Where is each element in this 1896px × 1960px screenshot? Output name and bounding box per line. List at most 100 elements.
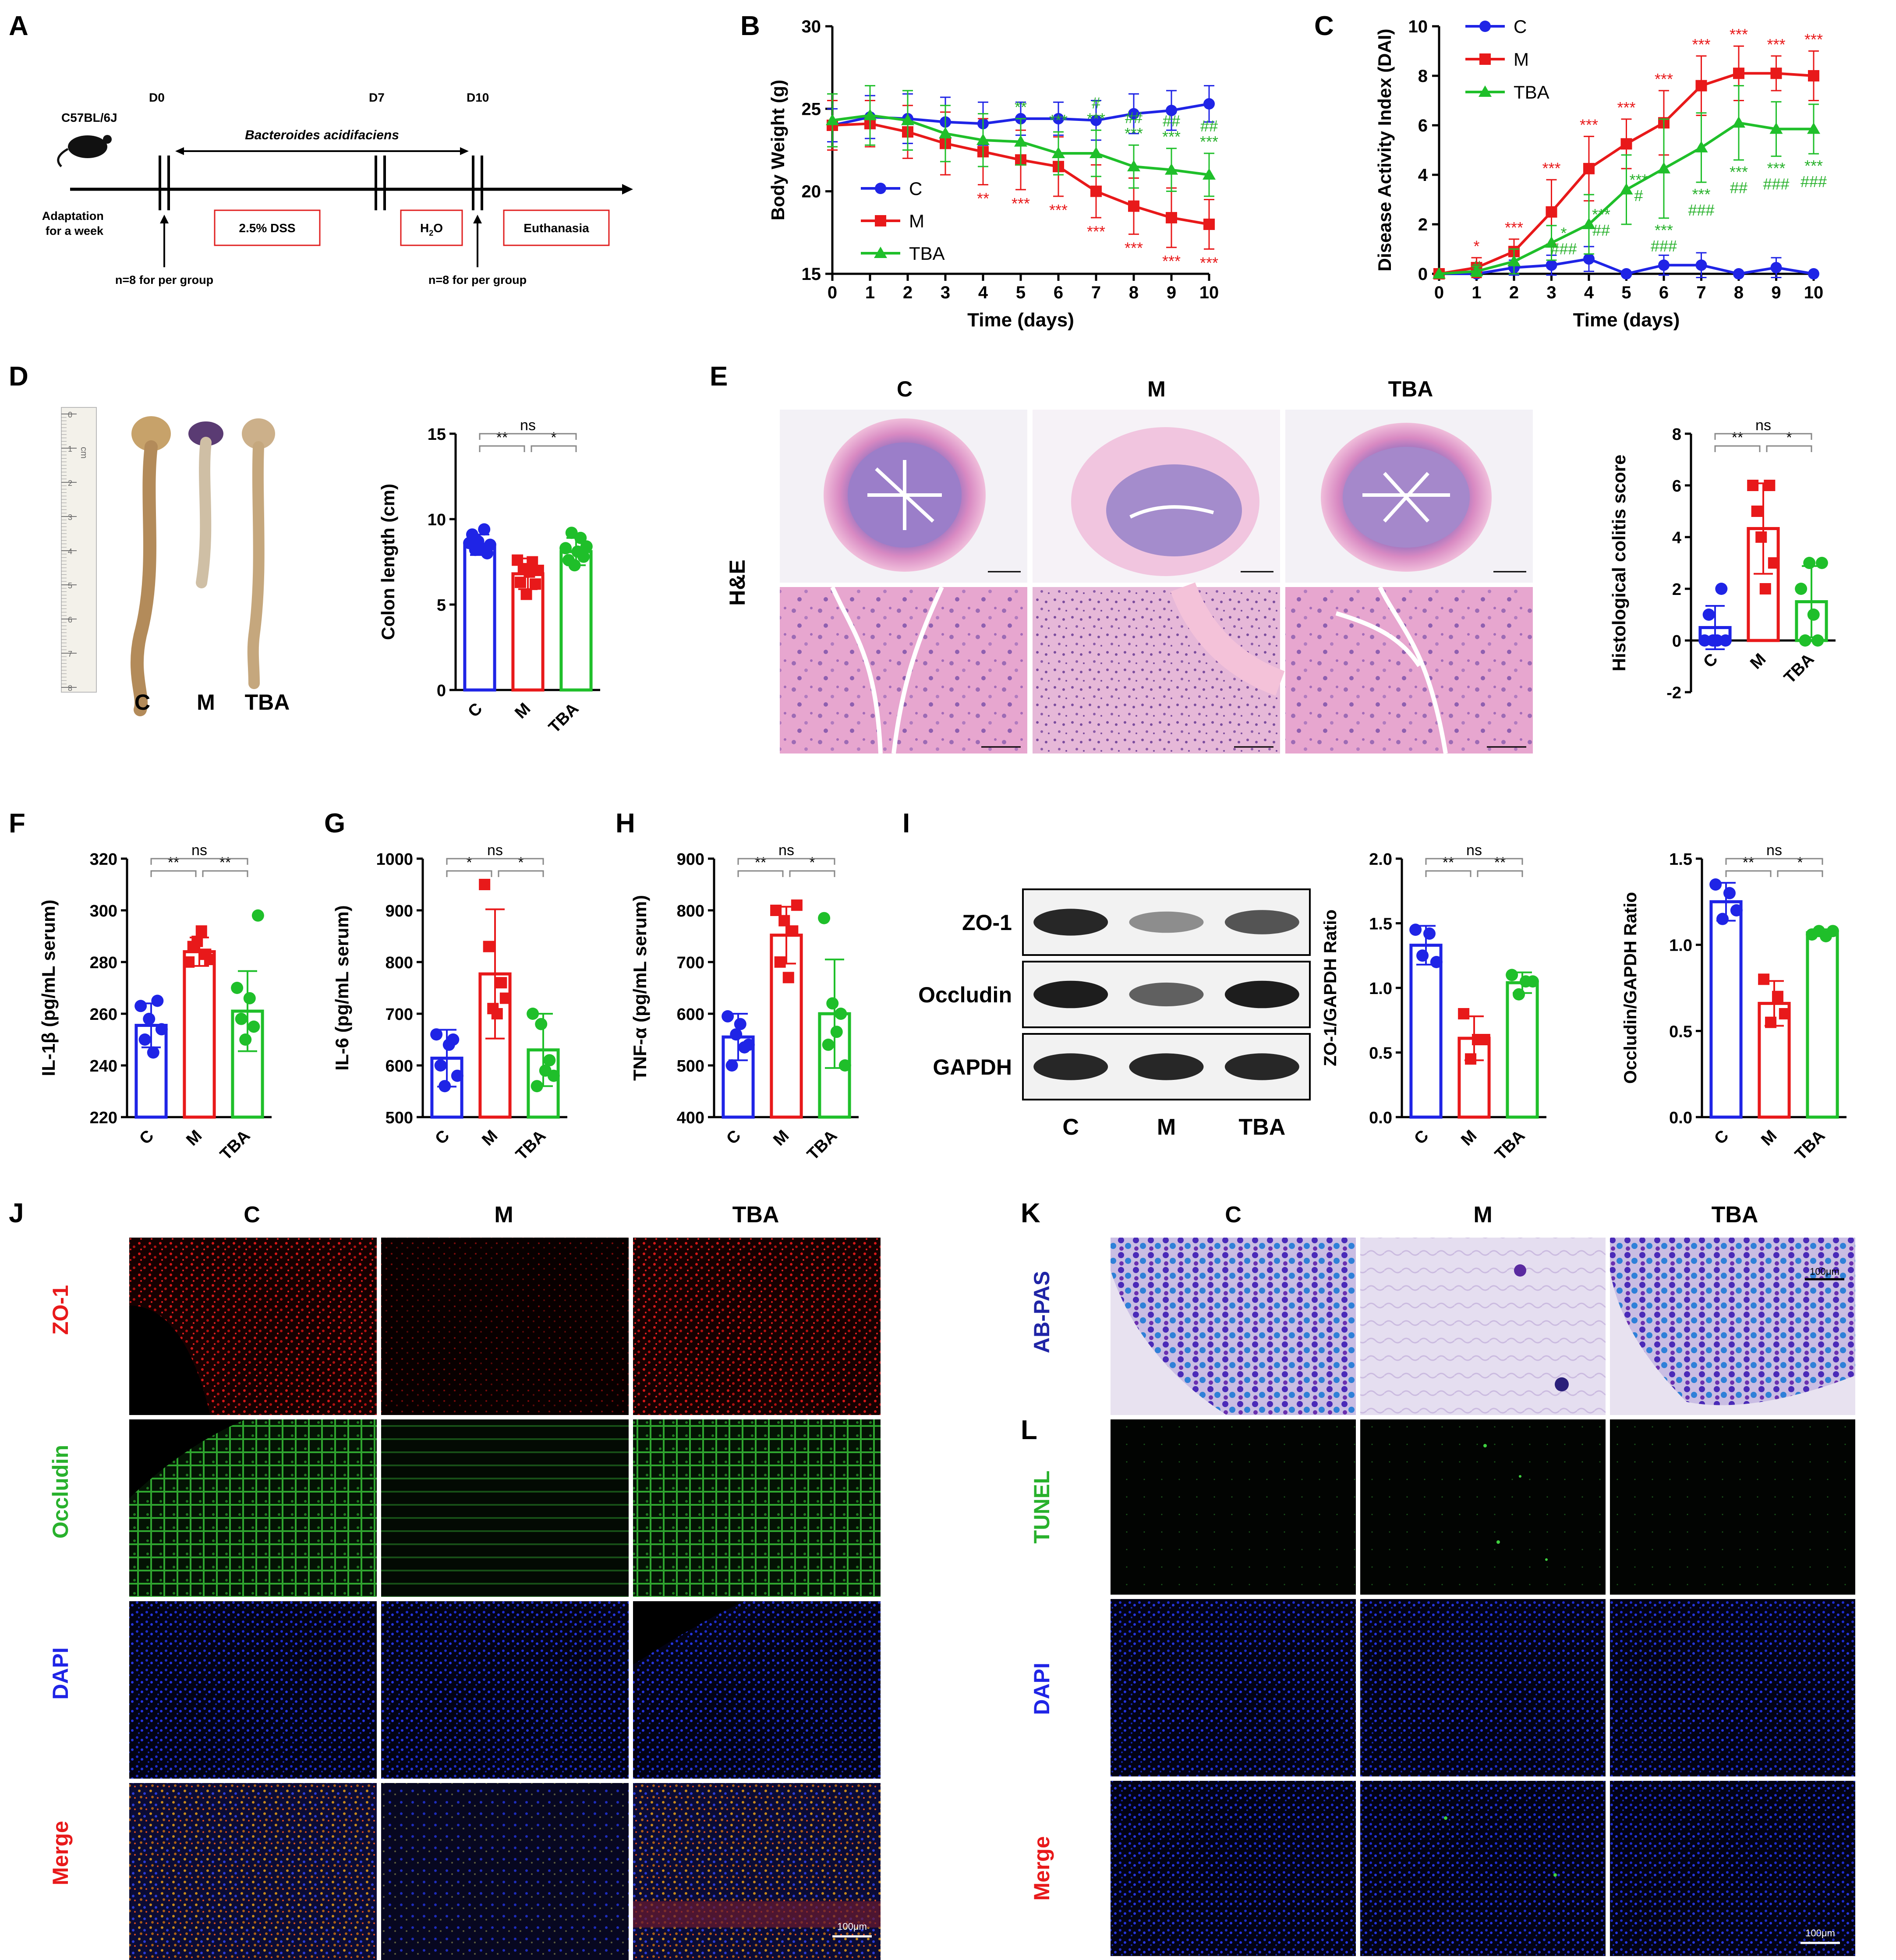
y-tick-label: 0.5 — [1669, 1022, 1692, 1041]
data-point — [451, 1069, 463, 1082]
significance-label: ### — [1800, 173, 1827, 191]
blot-lane-m: M — [1157, 1114, 1176, 1140]
data-point — [195, 925, 207, 937]
x-tick-label: 8 — [1734, 283, 1744, 302]
he-stain-label: H&E — [725, 559, 750, 606]
y-tick-label: 1.0 — [1369, 980, 1392, 998]
data-point — [434, 1059, 447, 1072]
data-point — [1620, 138, 1632, 150]
data-point — [1658, 259, 1670, 271]
data-point — [1826, 925, 1839, 938]
if-merge-tba — [633, 1783, 881, 1960]
significance-bracket — [737, 870, 784, 877]
y-axis-label: IL-6 (pg/mL serum) — [332, 905, 352, 1070]
if-scale-label: 100μm — [837, 1921, 867, 1932]
data-point — [520, 588, 532, 600]
significance-label: ns — [487, 842, 503, 859]
data-point — [1507, 255, 1521, 266]
legend-marker — [875, 215, 886, 226]
data-point — [1768, 557, 1779, 569]
y-tick-label: 0.0 — [1369, 1109, 1392, 1127]
data-point — [830, 1026, 843, 1038]
data-point — [1808, 268, 1819, 279]
significance-label: ## — [1592, 221, 1610, 239]
data-point — [1014, 135, 1027, 147]
euthanasia-box — [503, 209, 610, 246]
bacteria-span-arrow — [175, 147, 469, 155]
blot-band — [1129, 1053, 1204, 1080]
x-axis-label: Time (days) — [967, 309, 1074, 331]
y-tick-label: 1.0 — [1669, 937, 1692, 955]
dss-box — [214, 209, 321, 246]
y-axis-label: Body Weight (g) — [768, 80, 788, 220]
data-point — [1166, 212, 1177, 223]
x-tick-label: M — [1747, 650, 1769, 673]
significance-label: * — [1786, 429, 1792, 446]
blot-label-occludin: Occludin — [918, 983, 1012, 1007]
data-point — [147, 1046, 159, 1059]
data-point — [1803, 557, 1816, 569]
data-point — [479, 879, 491, 890]
significance-bracket — [1725, 870, 1772, 877]
y-tick-label: 4 — [1418, 166, 1428, 185]
significance-label: * — [809, 854, 815, 871]
data-point — [1695, 80, 1707, 92]
data-point — [1815, 557, 1828, 569]
arrow-start — [160, 215, 169, 267]
data-point — [838, 1059, 851, 1072]
data-point — [1715, 583, 1728, 595]
y-tick-label: 25 — [802, 99, 821, 119]
chart-il1b: 220 240 260 280 300 320 IL-1β (pg/mL serum) C M T… — [38, 842, 272, 1164]
x-tick-label: C — [1411, 1127, 1432, 1148]
data-point — [1090, 185, 1102, 197]
if-zo1-tba — [633, 1238, 881, 1415]
data-point — [1657, 162, 1670, 173]
x-tick-label: 7 — [1091, 283, 1101, 302]
data-point — [1546, 259, 1557, 271]
if-occludin-m — [381, 1419, 629, 1597]
data-point — [134, 1000, 147, 1012]
legend-marker — [1479, 85, 1492, 97]
data-point — [530, 578, 541, 590]
x-tick-label: 6 — [1054, 283, 1063, 302]
significance-label: ** — [168, 854, 179, 871]
y-tick-label: 5 — [437, 596, 446, 615]
data-point — [1769, 122, 1783, 134]
x-tick-label: C — [723, 1127, 744, 1148]
significance-label: ## — [1200, 117, 1218, 135]
significance-label: ## — [1163, 112, 1180, 130]
data-point — [1779, 1008, 1790, 1019]
panel-a: A C57BL/6J D0 D7 D10 Bacteroides aci — [9, 11, 633, 287]
significance-bracket — [150, 858, 248, 865]
significance-label: ** — [496, 429, 508, 446]
significance-bracket — [1777, 870, 1823, 877]
significance-bracket — [1425, 858, 1523, 865]
y-axis-label: TNF-α (pg/mL serum) — [630, 895, 650, 1081]
y-tick-label: 0 — [437, 682, 446, 700]
data-point — [580, 540, 593, 553]
n-start-label: n=8 for per group — [115, 273, 213, 287]
data-point — [243, 992, 256, 1005]
data-point — [439, 1080, 451, 1093]
ruler-number: 2 — [68, 479, 72, 488]
y-tick-label: 600 — [386, 1057, 413, 1076]
data-point — [1764, 480, 1776, 491]
significance-label: *** — [1655, 70, 1673, 88]
significance-label: ** — [1494, 854, 1506, 871]
data-point — [1165, 163, 1178, 175]
significance-bracket — [150, 870, 197, 877]
data-point — [239, 1033, 252, 1046]
significance-label: ** — [1015, 98, 1027, 116]
data-point — [1090, 114, 1102, 126]
x-tick-label: 1 — [1472, 283, 1481, 302]
significance-label: ** — [1732, 429, 1743, 446]
data-point — [770, 905, 782, 916]
x-tick-label: 9 — [1167, 283, 1176, 302]
x-tick-label: TBA — [803, 1127, 841, 1164]
significance-label: *** — [1692, 185, 1710, 203]
tunel-merge-tba — [1610, 1781, 1855, 1956]
he-high-c — [780, 587, 1027, 754]
significance-label: *** — [1542, 159, 1560, 177]
he-scale-bars — [981, 571, 1526, 748]
